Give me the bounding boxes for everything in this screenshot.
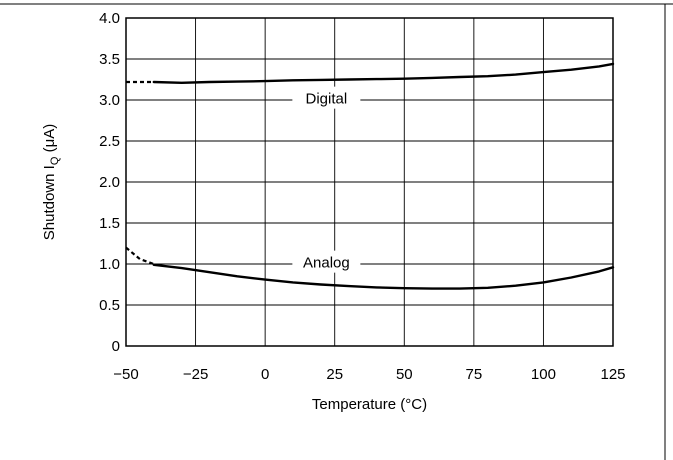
y-tick-label: 0 [112,338,120,355]
y-axis-ticks: 0 0.5 1.0 1.5 2.0 2.5 3.0 3.5 4.0 [99,10,120,355]
analog-series-label: Analog [303,255,350,272]
y-tick-label: 4.0 [99,10,120,27]
series-layer [125,62,615,290]
x-tick-label: 0 [261,366,269,383]
x-tick-label: 25 [326,366,343,383]
series-labels: Digital Analog [292,86,361,273]
y-tick-label: 1.0 [99,256,120,273]
series-label-background [292,250,361,273]
y-tick-label: 1.5 [99,215,120,232]
x-tick-label: −25 [183,366,208,383]
series-label-background [292,86,361,109]
x-tick-label: 50 [396,366,413,383]
y-tick-label: 2.5 [99,133,120,150]
x-axis-ticks: −50 −25 0 25 50 75 100 125 [113,366,625,383]
digital-series-label: Digital [306,91,348,108]
y-axis-label-unit: (μA) [41,124,58,157]
x-axis-label: Temperature (°C) [312,396,427,413]
y-axis-label-subscript: Q [49,156,61,165]
plot-area [125,17,614,347]
x-tick-label: 100 [531,366,556,383]
digital-series-line [152,62,615,85]
x-tick-label: 125 [600,366,625,383]
y-tick-label: 2.0 [99,174,120,191]
grid [125,17,614,347]
x-tick-label: −50 [113,366,138,383]
y-axis-label: Shutdown IQ (μA) [41,124,61,240]
analog-series-dashed-line [125,246,155,266]
y-tick-label: 3.5 [99,51,120,68]
y-tick-label: 0.5 [99,297,120,314]
analog-series-line [152,263,615,290]
x-tick-label: 75 [466,366,483,383]
y-tick-label: 3.0 [99,92,120,109]
y-axis-label-main: Shutdown I [41,165,58,240]
